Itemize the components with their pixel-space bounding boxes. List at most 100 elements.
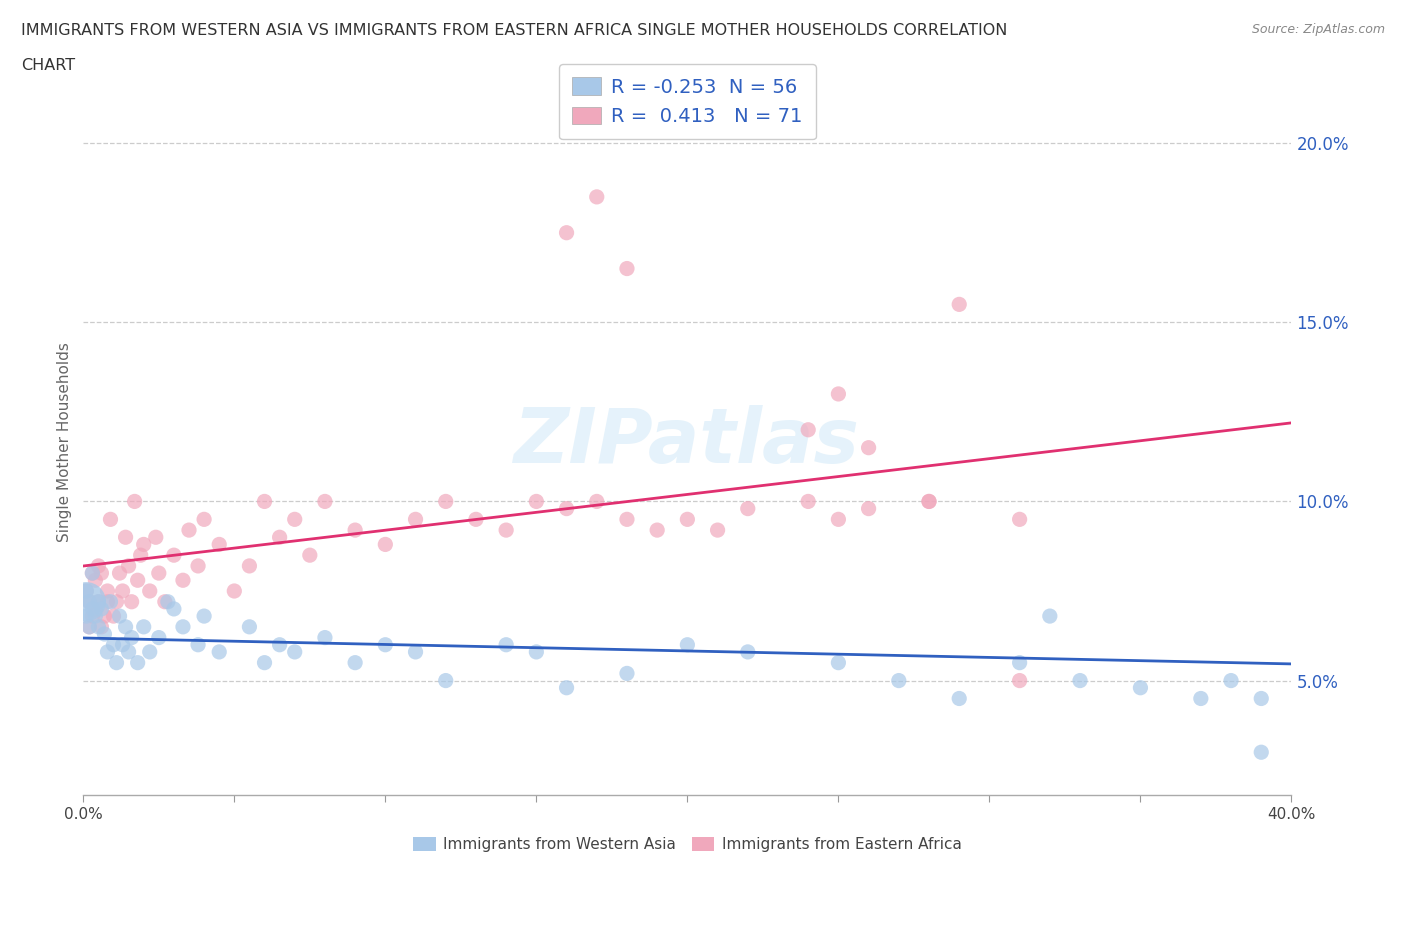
- Point: [129, 548, 152, 563]
- Point: [111, 583, 134, 598]
- Point: [314, 631, 336, 645]
- Point: [797, 494, 820, 509]
- Point: [87, 594, 110, 609]
- Point: [121, 631, 143, 645]
- Text: Source: ZipAtlas.com: Source: ZipAtlas.com: [1251, 23, 1385, 36]
- Point: [117, 559, 139, 574]
- Point: [284, 512, 307, 526]
- Point: [84, 573, 107, 588]
- Legend: Immigrants from Western Asia, Immigrants from Eastern Africa: Immigrants from Western Asia, Immigrants…: [406, 830, 969, 858]
- Point: [208, 537, 231, 551]
- Point: [918, 494, 941, 509]
- Point: [163, 602, 186, 617]
- Point: [284, 644, 307, 659]
- Point: [253, 656, 276, 671]
- Point: [1008, 673, 1031, 688]
- Point: [148, 631, 170, 645]
- Point: [87, 619, 110, 634]
- Point: [187, 559, 209, 574]
- Point: [1250, 745, 1272, 760]
- Point: [93, 627, 115, 642]
- Point: [374, 537, 396, 551]
- Point: [887, 673, 910, 688]
- Point: [948, 297, 970, 312]
- Point: [555, 501, 578, 516]
- Point: [495, 637, 517, 652]
- Point: [616, 666, 638, 681]
- Point: [87, 559, 110, 574]
- Point: [193, 512, 215, 526]
- Point: [555, 681, 578, 696]
- Point: [344, 656, 367, 671]
- Text: CHART: CHART: [21, 58, 75, 73]
- Point: [117, 644, 139, 659]
- Point: [495, 523, 517, 538]
- Point: [1250, 691, 1272, 706]
- Point: [918, 494, 941, 509]
- Point: [298, 548, 321, 563]
- Point: [93, 608, 115, 623]
- Y-axis label: Single Mother Households: Single Mother Households: [58, 342, 72, 542]
- Point: [96, 644, 118, 659]
- Point: [108, 565, 131, 580]
- Point: [172, 619, 194, 634]
- Point: [75, 608, 97, 623]
- Point: [524, 644, 547, 659]
- Point: [374, 637, 396, 652]
- Point: [208, 644, 231, 659]
- Point: [827, 387, 849, 402]
- Point: [156, 594, 179, 609]
- Point: [465, 512, 488, 526]
- Point: [82, 565, 104, 580]
- Point: [253, 494, 276, 509]
- Point: [114, 619, 136, 634]
- Point: [100, 594, 122, 609]
- Point: [148, 565, 170, 580]
- Point: [79, 619, 101, 634]
- Point: [1039, 608, 1062, 623]
- Point: [127, 656, 149, 671]
- Point: [1008, 656, 1031, 671]
- Point: [96, 583, 118, 598]
- Point: [1008, 512, 1031, 526]
- Point: [585, 494, 607, 509]
- Text: ZIPatlas: ZIPatlas: [515, 405, 860, 479]
- Point: [616, 512, 638, 526]
- Point: [105, 594, 128, 609]
- Point: [79, 594, 101, 609]
- Point: [79, 594, 101, 609]
- Point: [114, 530, 136, 545]
- Point: [172, 573, 194, 588]
- Point: [737, 501, 759, 516]
- Point: [103, 608, 125, 623]
- Point: [90, 619, 112, 634]
- Point: [132, 537, 155, 551]
- Point: [75, 583, 97, 598]
- Point: [139, 644, 162, 659]
- Point: [858, 440, 880, 455]
- Point: [103, 637, 125, 652]
- Point: [163, 548, 186, 563]
- Point: [238, 619, 260, 634]
- Point: [145, 530, 167, 545]
- Point: [87, 594, 110, 609]
- Point: [858, 501, 880, 516]
- Point: [105, 656, 128, 671]
- Point: [84, 608, 107, 623]
- Point: [676, 637, 699, 652]
- Point: [177, 523, 200, 538]
- Point: [676, 512, 699, 526]
- Point: [100, 512, 122, 526]
- Point: [139, 583, 162, 598]
- Point: [555, 225, 578, 240]
- Point: [797, 422, 820, 437]
- Point: [645, 523, 668, 538]
- Point: [75, 583, 97, 598]
- Point: [827, 656, 849, 671]
- Point: [187, 637, 209, 652]
- Point: [434, 494, 457, 509]
- Point: [82, 565, 104, 580]
- Point: [524, 494, 547, 509]
- Point: [193, 608, 215, 623]
- Point: [269, 530, 291, 545]
